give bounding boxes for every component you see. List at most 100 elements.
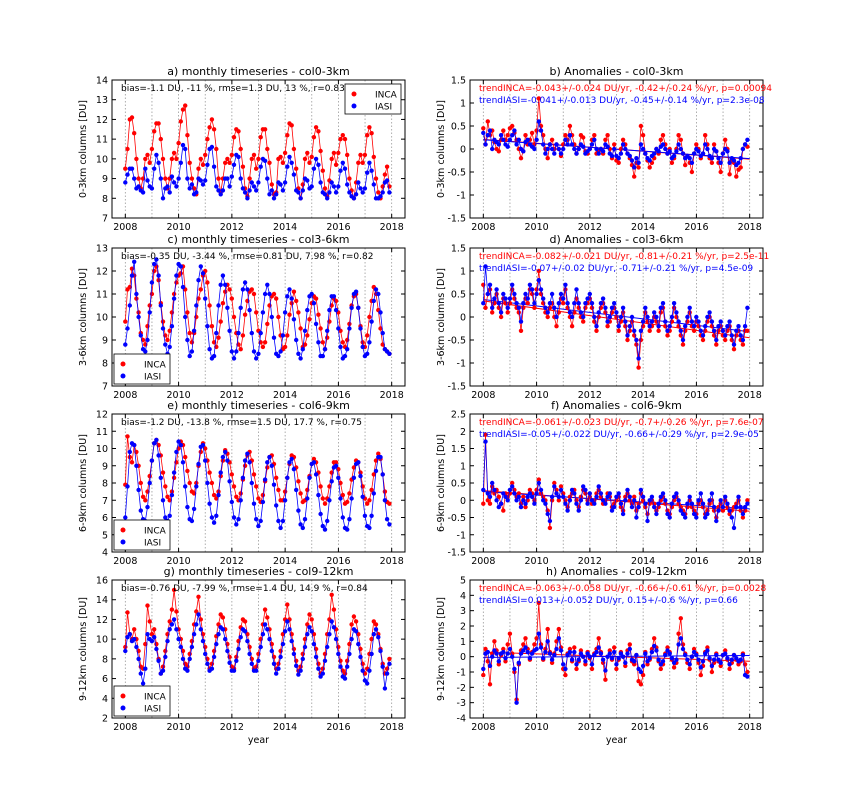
data-point: [149, 146, 155, 152]
data-point: [209, 515, 215, 520]
series-iasi: [481, 119, 750, 170]
data-point: [592, 314, 597, 320]
data-point: [707, 498, 712, 503]
data-point: [501, 649, 506, 655]
x-tick-label: 2018: [380, 222, 404, 233]
y-tick-label: 10: [96, 444, 108, 455]
data-point: [485, 119, 490, 124]
data-point: [209, 117, 215, 122]
data-point: [660, 133, 666, 138]
data-point: [376, 451, 381, 456]
annotation-text: bias=-1.2 DU, -13.8 %, rmse=1.5 DU, 17.7…: [121, 418, 362, 428]
y-tick-label: -1: [457, 530, 466, 541]
data-point: [249, 330, 254, 336]
data-point: [260, 344, 266, 350]
data-point: [729, 515, 734, 520]
data-point: [652, 636, 657, 641]
data-point: [678, 137, 683, 142]
data-point: [490, 654, 495, 659]
data-point: [384, 164, 390, 169]
data-point: [618, 651, 624, 656]
data-point: [338, 664, 343, 669]
data-point: [262, 607, 268, 612]
data-point: [125, 434, 130, 439]
data-point: [512, 291, 517, 297]
legend-label-iasi: IASI: [144, 373, 161, 383]
data-point: [525, 301, 530, 306]
data-point: [267, 636, 272, 642]
data-point: [280, 188, 286, 193]
data-point: [225, 305, 230, 310]
data-point: [556, 636, 561, 641]
data-point: [132, 627, 137, 632]
data-point: [152, 441, 157, 446]
data-point: [345, 182, 350, 187]
data-point: [258, 330, 263, 336]
data-point: [331, 150, 337, 156]
x-tick-label: 2008: [471, 222, 495, 233]
data-point: [171, 617, 177, 622]
data-point: [305, 632, 310, 637]
data-point: [723, 494, 728, 499]
data-point: [189, 644, 195, 650]
data-point: [367, 160, 372, 165]
y-tick-label: 12: [96, 615, 108, 626]
x-tick-label: 2010: [166, 390, 190, 401]
data-point: [516, 660, 521, 665]
data-point: [658, 137, 663, 142]
data-point: [640, 319, 646, 324]
data-point: [329, 592, 334, 597]
series-iasi: [481, 264, 750, 361]
data-point: [547, 142, 553, 147]
data-point: [507, 487, 513, 493]
y-tick-label: 0: [460, 652, 466, 663]
data-point: [572, 491, 577, 496]
data-point: [313, 296, 319, 301]
data-point: [160, 196, 166, 201]
data-point: [618, 151, 624, 156]
data-point: [373, 287, 379, 292]
y-tick-label: 1.5: [451, 76, 466, 87]
data-point: [316, 129, 321, 134]
data-point: [487, 501, 493, 506]
data-point: [183, 454, 188, 460]
data-point: [527, 491, 533, 496]
data-point: [254, 668, 259, 673]
data-point: [369, 513, 374, 518]
data-point: [549, 494, 555, 499]
data-point: [149, 638, 155, 644]
plot-frame: [111, 579, 406, 719]
data-point: [620, 654, 626, 659]
data-point: [176, 439, 181, 444]
data-point: [242, 458, 248, 463]
data-point: [356, 180, 361, 185]
data-point: [387, 351, 392, 356]
data-point: [152, 627, 157, 632]
y-tick-label: 1: [460, 99, 466, 110]
data-point: [362, 186, 368, 191]
data-point: [138, 480, 143, 486]
x-tick-label: 2018: [738, 722, 762, 733]
data-point: [596, 314, 601, 320]
data-point: [369, 131, 374, 136]
data-point: [638, 123, 644, 129]
data-point: [333, 460, 339, 465]
data-point: [676, 319, 681, 324]
x-tick-label: 2018: [380, 722, 404, 733]
data-point: [274, 296, 279, 301]
data-point: [291, 172, 297, 177]
data-point: [129, 273, 135, 278]
data-point: [501, 508, 506, 513]
data-point: [214, 513, 219, 518]
data-point: [640, 494, 646, 499]
data-point: [294, 337, 299, 343]
data-point: [234, 658, 239, 663]
data-point: [367, 314, 372, 320]
data-point: [612, 645, 617, 650]
data-point: [327, 190, 332, 195]
data-point: [178, 119, 183, 124]
data-point: [160, 664, 166, 669]
data-point: [731, 347, 737, 352]
data-point: [674, 491, 679, 496]
data-point: [285, 164, 290, 169]
